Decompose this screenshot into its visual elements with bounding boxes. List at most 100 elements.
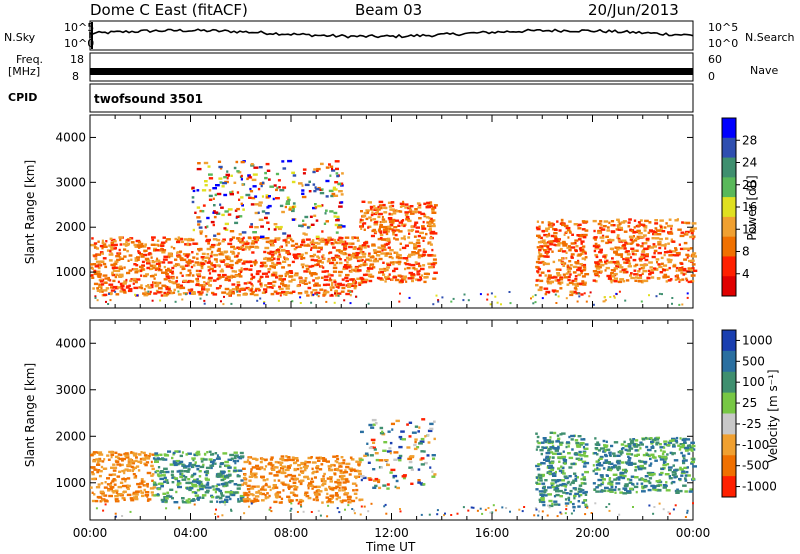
power-echo-cell (580, 242, 583, 245)
velocity-echo-cell (134, 493, 139, 496)
power-echo-cell (593, 272, 599, 276)
power-echo-cell (645, 237, 650, 241)
power-echo-cell (234, 261, 239, 265)
velocity-echo-cell (311, 472, 315, 475)
power-echo-cell (317, 204, 322, 208)
power-noise-cell (203, 302, 206, 305)
power-echo-cell (600, 270, 603, 273)
power-echo-cell (285, 200, 290, 203)
velocity-echo-cell (619, 474, 624, 477)
velocity-echo-cell (152, 483, 158, 486)
power-echo-cell (290, 244, 295, 247)
velocity-echo-cell (169, 463, 174, 466)
power-echo-cell (385, 268, 389, 272)
power-echo-cell (657, 243, 662, 246)
velocity-echo-cell (224, 498, 229, 501)
power-echo-cell (301, 184, 304, 187)
power-noise-cell (534, 294, 537, 297)
power-echo-cell (405, 262, 410, 266)
power-echo-cell (278, 237, 281, 240)
velocity-echo-cell (260, 492, 265, 496)
velocity-echo-cell (301, 471, 305, 474)
velocity-echo-cell (660, 471, 664, 475)
velocity-echo-cell (673, 459, 679, 462)
power-echo-cell (351, 268, 355, 272)
velocity-echo-cell (355, 484, 358, 487)
velocity-echo-cell (551, 485, 557, 489)
power-echo-cell (685, 221, 691, 225)
power-noise-cell (236, 290, 239, 293)
power-echo-cell (273, 240, 277, 243)
power-echo-cell (396, 210, 399, 213)
power-echo-cell (681, 221, 684, 224)
power-echo-cell (247, 287, 251, 291)
power-echo-cell (582, 281, 587, 284)
velocity-echo-cell (634, 469, 637, 472)
power-echo-cell (221, 240, 225, 243)
power-echo-cell (382, 273, 386, 276)
power-echo-cell (349, 242, 355, 245)
power-echo-cell (333, 280, 337, 284)
power-echo-cell (125, 286, 130, 289)
velocity-noise-cell (479, 507, 482, 510)
power-echo-cell (536, 234, 541, 237)
power-echo-cell (554, 279, 558, 282)
power-echo-cell (690, 231, 694, 235)
power-echo-cell (271, 273, 276, 277)
power-echo-cell (224, 210, 229, 213)
power-echo-cell (556, 220, 559, 223)
power-echo-cell (636, 244, 640, 247)
velocity-echo-cell (214, 462, 217, 465)
velocity-echo-cell (168, 495, 173, 498)
power-echo-cell (653, 252, 656, 255)
velocity-colorbar-tick-label: 500 (742, 354, 765, 368)
power-echo-cell (657, 240, 662, 244)
power-echo-cell (560, 261, 565, 264)
power-echo-cell (275, 226, 280, 229)
power-echo-cell (557, 282, 561, 285)
velocity-echo-cell (662, 463, 667, 467)
velocity-echo-cell (639, 447, 642, 450)
power-echo-cell (261, 237, 267, 240)
velocity-noise-cell (290, 507, 293, 510)
power-echo-cell (97, 266, 101, 270)
velocity-echo-cell (286, 458, 292, 462)
velocity-echo-cell (137, 460, 143, 463)
power-echo-cell (125, 239, 130, 242)
velocity-echo-cell (575, 441, 580, 445)
velocity-echo-cell (619, 451, 624, 454)
velocity-echo-cell (278, 501, 283, 504)
power-echo-cell (212, 279, 217, 282)
velocity-echo-cell (537, 478, 540, 482)
power-echo-cell (210, 243, 216, 247)
power-noise-cell (490, 292, 493, 295)
power-echo-cell (322, 257, 326, 260)
power-noise-cell (658, 292, 661, 295)
velocity-echo-cell (334, 492, 339, 495)
power-echo-cell (362, 251, 365, 254)
velocity-echo-cell (341, 489, 346, 492)
velocity-echo-cell (347, 498, 352, 501)
power-echo-cell (224, 287, 230, 291)
power-echo-cell (353, 280, 356, 283)
power-echo-cell (387, 217, 393, 220)
power-echo-cell (373, 251, 378, 254)
power-echo-cell (420, 278, 423, 281)
power-echo-cell (217, 247, 221, 251)
power-echo-cell (238, 273, 242, 276)
power-echo-cell (288, 206, 293, 209)
velocity-echo-cell (651, 438, 657, 442)
power-echo-cell (616, 260, 620, 263)
power-echo-cell (254, 238, 259, 241)
power-echo-cell (212, 238, 218, 241)
power-echo-cell (359, 218, 362, 221)
power-echo-cell (335, 249, 341, 252)
power-echo-cell (234, 209, 238, 212)
power-echo-cell (643, 229, 647, 232)
velocity-echo-cell (348, 473, 352, 476)
power-echo-cell (333, 211, 338, 215)
power-echo-cell (273, 228, 277, 231)
power-echo-cell (254, 236, 260, 239)
power-echo-cell (224, 263, 228, 267)
velocity-echo-cell (384, 459, 389, 462)
